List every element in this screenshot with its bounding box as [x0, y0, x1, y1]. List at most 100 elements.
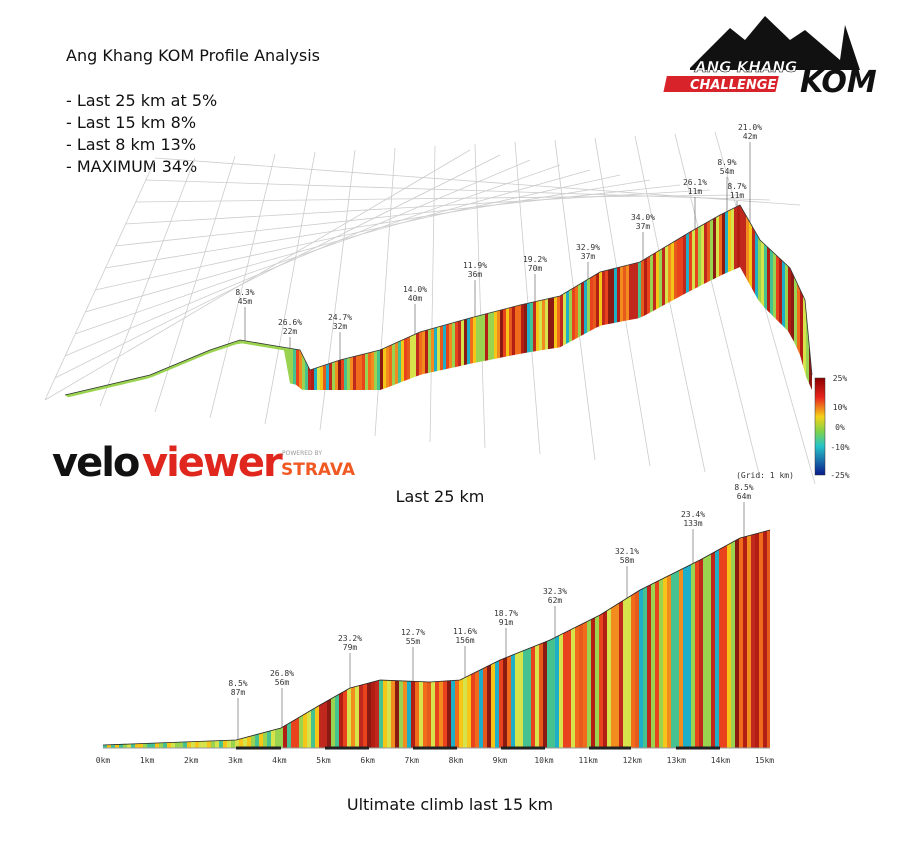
profile-stripe [587, 205, 591, 398]
profile-stripe [199, 530, 204, 748]
profile-stripe [263, 530, 268, 748]
profile-stripe [809, 205, 812, 398]
profile-stripe [647, 205, 651, 398]
profile-stripe [287, 530, 292, 748]
profile-stripe [71, 205, 75, 398]
caption: Ultimate climb last 15 km [347, 795, 553, 814]
profile-stripe [773, 205, 777, 398]
profile-stripe [631, 530, 636, 748]
profile-stripe [211, 530, 216, 748]
profile-stripe [739, 530, 744, 748]
profile-stripe [107, 205, 111, 398]
profile-stripe [151, 530, 156, 748]
profile-stripe [800, 205, 804, 398]
profile-stripe [479, 530, 484, 748]
logo-mountain [690, 16, 860, 70]
profile-stripe [567, 530, 572, 748]
profile-stripe [647, 530, 652, 748]
profile-stripe [383, 530, 388, 748]
profile-stripe [542, 205, 546, 398]
grid-line [104, 179, 651, 269]
profile-stripe [295, 530, 300, 748]
length-label: 40m [408, 294, 423, 303]
profile-stripe [371, 530, 376, 748]
profile-stripe [575, 530, 580, 748]
profile-stripe [247, 530, 252, 748]
profile-stripe [302, 205, 306, 398]
profile-stripe [599, 530, 604, 748]
profile-stripe [791, 205, 795, 398]
profile-stripe [755, 205, 759, 398]
profile-stripe [395, 530, 400, 748]
profile-stripe [759, 530, 764, 748]
profile-stripe [743, 530, 748, 748]
profile-stripe [764, 205, 768, 398]
profile-stripe [761, 205, 765, 398]
profile-stripe [296, 205, 300, 398]
profile-stripe [794, 205, 798, 398]
profile-stripe [731, 205, 735, 398]
profile-stripe [551, 205, 555, 398]
profile-stripe [511, 530, 516, 748]
grid-line [429, 145, 436, 443]
profile-stripe [551, 530, 556, 748]
profile-stripe [122, 205, 126, 398]
grade-label: 11.9% [463, 261, 487, 270]
profile-stripe [651, 530, 656, 748]
profile-stripe [555, 530, 560, 748]
profile-stripe [722, 205, 726, 398]
profile-stripe [599, 205, 603, 398]
profile-stripe [187, 530, 192, 748]
profile-stripe [386, 205, 390, 398]
profile-stripe [611, 530, 616, 748]
profile-stripe [611, 205, 615, 398]
profile-stripe [269, 205, 273, 398]
length-label: 22m [283, 327, 298, 336]
profile-stripe [260, 205, 264, 398]
profile-stripe [530, 205, 534, 398]
profile-stripe [495, 530, 500, 748]
length-label: 62m [548, 596, 563, 605]
profile-stripe [581, 205, 585, 398]
grid-line [674, 133, 761, 479]
profile-stripe [251, 530, 256, 748]
profile-stripe [449, 205, 453, 398]
profile-stripe [293, 205, 297, 398]
length-label: 156m [455, 636, 474, 645]
profile-stripe [503, 530, 508, 748]
profile-stripe [143, 530, 148, 748]
profile-stripe [271, 530, 276, 748]
profile-stripe [231, 530, 236, 748]
logo: ANG KHANG CHALLENGE KOM [663, 16, 877, 100]
grade-label: 8.5% [228, 679, 247, 688]
profile-stripe [497, 205, 501, 398]
profile-stripe [687, 530, 692, 748]
profile-stripe [434, 205, 438, 398]
profile-stripe [523, 530, 528, 748]
profile-stripe [200, 205, 204, 398]
profile-stripe [365, 205, 369, 398]
profile-stripe [323, 530, 328, 748]
profile-stripe [275, 530, 280, 748]
point: - MAXIMUM 34% [66, 157, 197, 176]
profile-stripe [404, 205, 408, 398]
profile-stripe [363, 530, 368, 748]
profile-stripe [179, 205, 183, 398]
profile-stripe [458, 205, 462, 398]
profile-stripe [447, 530, 452, 748]
profile-stripe [111, 530, 116, 748]
profile-stripe [267, 530, 272, 748]
profile-stripe [731, 530, 736, 748]
grid-line [154, 155, 236, 413]
caption: Last 25 km [396, 487, 485, 506]
profile-stripe [767, 530, 770, 748]
profile-stripe [623, 205, 627, 398]
profile-stripe [671, 205, 675, 398]
profile-stripe [239, 530, 244, 748]
profile-stripe [776, 205, 780, 398]
x-tick-label: 0km [96, 756, 111, 765]
profile-stripe [207, 530, 212, 748]
profile-stripe [284, 205, 288, 398]
grid-line [264, 151, 316, 425]
